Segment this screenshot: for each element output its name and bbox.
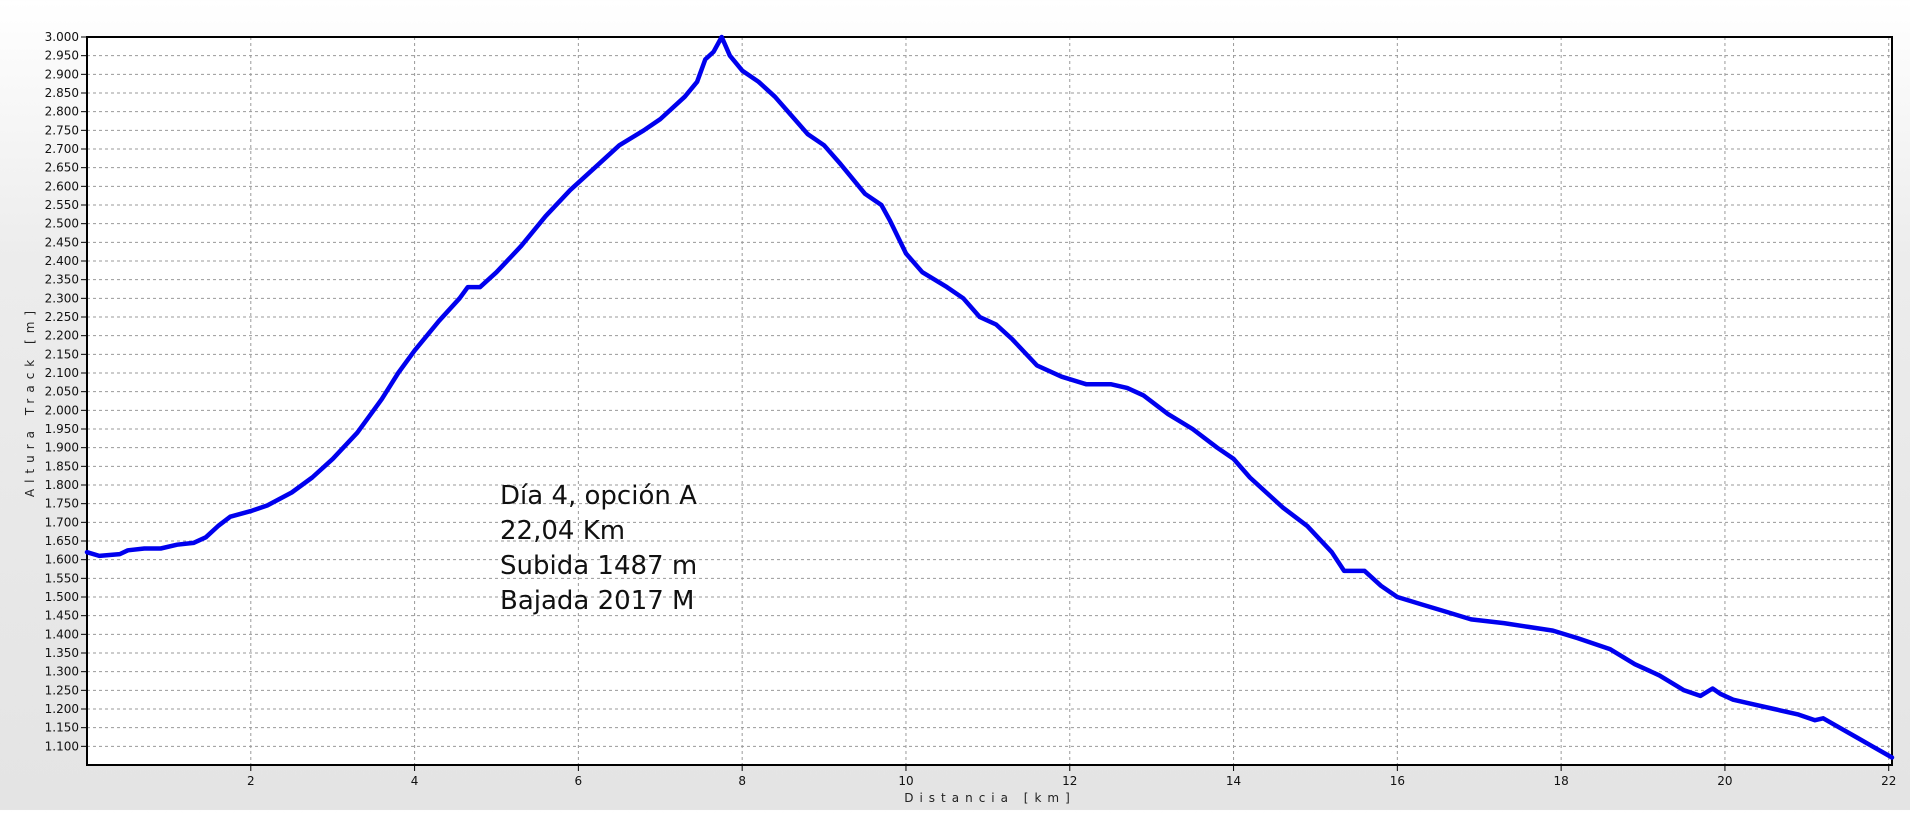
y-tick-label: 2.000 bbox=[45, 403, 79, 417]
x-tick-label: 8 bbox=[738, 774, 746, 788]
annotation-title: Día 4, opción A bbox=[500, 481, 697, 511]
y-tick-label: 2.100 bbox=[45, 366, 79, 380]
y-tick-label: 2.600 bbox=[45, 179, 79, 193]
y-tick-label: 1.350 bbox=[45, 646, 79, 660]
y-tick-label: 1.600 bbox=[45, 553, 79, 567]
x-tick-label: 2 bbox=[247, 774, 255, 788]
y-tick-label: 2.050 bbox=[45, 385, 79, 399]
x-tick-label: 10 bbox=[898, 774, 913, 788]
y-tick-label: 2.650 bbox=[45, 161, 79, 175]
x-tick-label: 20 bbox=[1717, 774, 1732, 788]
annotation-ascent: Subida 1487 m bbox=[500, 551, 697, 581]
y-tick-label: 2.700 bbox=[45, 142, 79, 156]
x-tick-label: 14 bbox=[1226, 774, 1241, 788]
annotation-block: Día 4, opción A 22,04 Km Subida 1487 m B… bbox=[500, 481, 697, 616]
y-tick-label: 1.300 bbox=[45, 665, 79, 679]
annotation-descent: Bajada 2017 M bbox=[500, 586, 695, 616]
y-tick-label: 1.250 bbox=[45, 683, 79, 697]
x-axis-label: Distancia [km] bbox=[904, 791, 1076, 805]
y-tick-label: 1.750 bbox=[45, 497, 79, 511]
x-tick-label: 4 bbox=[411, 774, 419, 788]
y-tick-label: 1.450 bbox=[45, 609, 79, 623]
y-axis-ticks: 1.100 1.150 1.200 1.250 1.300 1.350 1.400 1.450… bbox=[45, 30, 87, 753]
y-tick-label: 1.400 bbox=[45, 627, 79, 641]
y-tick-label: 2.200 bbox=[45, 329, 79, 343]
elevation-line bbox=[84, 34, 1895, 760]
y-tick-label: 2.950 bbox=[45, 49, 79, 63]
y-tick-label: 2.850 bbox=[45, 86, 79, 100]
y-tick-label: 1.500 bbox=[45, 590, 79, 604]
y-tick-label: 2.400 bbox=[45, 254, 79, 268]
y-tick-label: 2.550 bbox=[45, 198, 79, 212]
y-tick-label: 1.100 bbox=[45, 739, 79, 753]
annotation-distance: 22,04 Km bbox=[500, 516, 625, 546]
y-tick-label: 1.200 bbox=[45, 702, 79, 716]
y-tick-label: 2.150 bbox=[45, 347, 79, 361]
x-tick-label: 12 bbox=[1062, 774, 1077, 788]
x-tick-label: 16 bbox=[1390, 774, 1405, 788]
y-tick-label: 3.000 bbox=[45, 30, 79, 44]
y-tick-label: 1.850 bbox=[45, 459, 79, 473]
y-tick-label: 2.900 bbox=[45, 67, 79, 81]
y-tick-label: 2.250 bbox=[45, 310, 79, 324]
y-tick-label: 2.800 bbox=[45, 105, 79, 119]
y-tick-label: 2.450 bbox=[45, 235, 79, 249]
x-tick-label: 6 bbox=[575, 774, 583, 788]
y-tick-label: 2.500 bbox=[45, 217, 79, 231]
y-axis-label: Altura Track [m] bbox=[23, 305, 37, 497]
x-tick-label: 22 bbox=[1881, 774, 1896, 788]
y-tick-label: 2.350 bbox=[45, 273, 79, 287]
x-tick-label: 18 bbox=[1553, 774, 1568, 788]
y-tick-label: 1.550 bbox=[45, 571, 79, 585]
y-tick-label: 2.750 bbox=[45, 123, 79, 137]
y-tick-label: 1.150 bbox=[45, 721, 79, 735]
y-tick-label: 1.900 bbox=[45, 441, 79, 455]
y-tick-label: 2.300 bbox=[45, 291, 79, 305]
x-axis-ticks: 2 4 6 8 10 12 14 16 18 20 22 bbox=[247, 765, 1896, 788]
y-tick-label: 1.650 bbox=[45, 534, 79, 548]
y-tick-label: 1.800 bbox=[45, 478, 79, 492]
plot-frame bbox=[86, 36, 1893, 766]
y-tick-label: 1.950 bbox=[45, 422, 79, 436]
y-tick-label: 1.700 bbox=[45, 515, 79, 529]
